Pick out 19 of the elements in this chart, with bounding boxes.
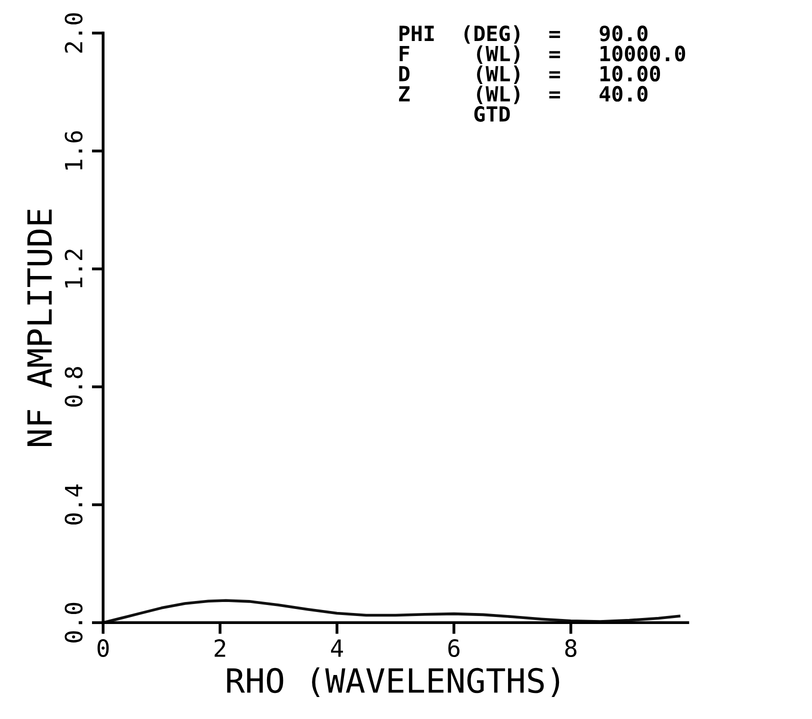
x-tick-label: 0	[98, 639, 109, 658]
x-tick-label: 2	[214, 639, 226, 657]
y-tick-label: 1.6	[64, 131, 83, 170]
y-tick-label: 0.4	[64, 484, 83, 525]
annotation: GTD	[474, 106, 510, 122]
y-tick-label: 2.0	[64, 13, 83, 53]
x-axis-title: RHO (WAVELENGTHS)	[227, 667, 560, 698]
y-tick-label: 1.2	[64, 250, 82, 288]
line-series	[103, 599, 680, 623]
y-tick-label: 0.8	[64, 367, 83, 407]
x-tick-label: 4	[331, 639, 343, 657]
annotation: D (WL) = 10.00	[399, 65, 660, 84]
y-axis-title: NF AMPLITUDE	[27, 210, 52, 446]
x-tick-label: 6	[448, 639, 460, 658]
annotation: Z (WL) = 40.0	[399, 86, 648, 104]
annotation: PHI (DEG) = 90.0	[400, 25, 648, 44]
annotation: F (WL) = 10000.0	[400, 45, 686, 64]
y-tick-label: 0.0	[64, 602, 83, 642]
x-tick-label: 8	[565, 639, 576, 658]
